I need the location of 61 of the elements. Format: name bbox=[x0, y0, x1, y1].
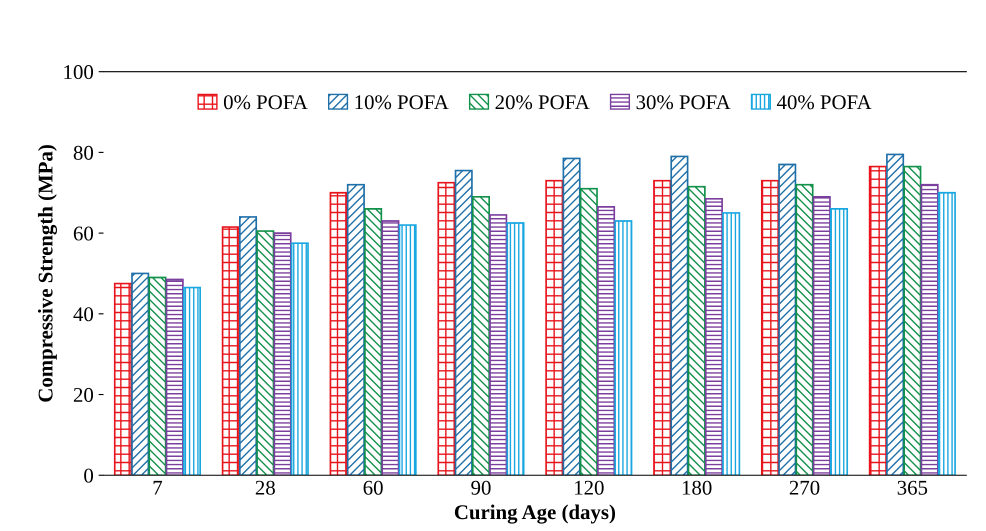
bar bbox=[330, 192, 348, 476]
y-tick-label: 60 bbox=[74, 226, 94, 241]
bar bbox=[489, 214, 508, 476]
bar bbox=[704, 198, 723, 476]
x-tick-label: 120 bbox=[575, 480, 604, 495]
bar bbox=[812, 196, 831, 476]
legend-label: 0% POFA bbox=[224, 95, 308, 110]
legend-label: 30% POFA bbox=[636, 95, 731, 110]
x-tick-label: 90 bbox=[471, 480, 491, 495]
bar bbox=[346, 184, 365, 476]
x-tick-label: 28 bbox=[256, 480, 275, 495]
bar bbox=[688, 186, 706, 476]
bar bbox=[580, 188, 598, 476]
bar bbox=[290, 242, 309, 476]
bar bbox=[274, 232, 292, 476]
x-tick-label: 365 bbox=[898, 480, 928, 495]
bar bbox=[903, 166, 922, 476]
bar bbox=[614, 220, 632, 476]
legend-label: 10% POFA bbox=[356, 95, 449, 110]
bar bbox=[437, 182, 456, 476]
bar bbox=[398, 224, 417, 476]
bar bbox=[868, 166, 887, 476]
bar bbox=[938, 192, 956, 476]
x-tick-label: 180 bbox=[682, 480, 712, 495]
legend-label: 20% POFA bbox=[496, 95, 590, 110]
x-axis-title: Curing Age (days) bbox=[454, 504, 616, 524]
bar bbox=[472, 196, 490, 476]
bar bbox=[795, 184, 814, 476]
bar bbox=[166, 278, 184, 476]
bar bbox=[256, 230, 274, 476]
bar bbox=[131, 272, 150, 476]
x-tick-label: 270 bbox=[790, 480, 820, 495]
bar bbox=[182, 286, 201, 476]
bar bbox=[114, 282, 132, 476]
bar bbox=[239, 216, 258, 476]
bar bbox=[830, 208, 848, 476]
x-tick-label: 7 bbox=[154, 480, 162, 495]
bar bbox=[670, 156, 688, 476]
bar bbox=[148, 276, 166, 476]
bar bbox=[760, 180, 780, 476]
bar bbox=[722, 212, 740, 476]
y-tick-label: 0 bbox=[84, 468, 94, 483]
bar bbox=[886, 154, 904, 476]
bar bbox=[222, 226, 240, 476]
bar bbox=[381, 220, 400, 476]
bar bbox=[454, 170, 473, 476]
bar bbox=[920, 184, 939, 476]
bar bbox=[364, 208, 382, 476]
legend-label: 40% POFA bbox=[776, 95, 872, 110]
y-tick-label: 20 bbox=[74, 388, 94, 402]
y-tick-label: 80 bbox=[74, 146, 94, 160]
bar bbox=[545, 180, 564, 476]
x-tick-label: 60 bbox=[364, 480, 383, 495]
y-axis-title: Compressive Strength (MPa) bbox=[38, 145, 57, 402]
bar bbox=[506, 222, 525, 476]
bar bbox=[653, 180, 672, 476]
y-tick-label: 100 bbox=[64, 65, 94, 80]
bar bbox=[778, 164, 796, 476]
bar bbox=[562, 158, 581, 476]
bar bbox=[597, 206, 616, 476]
y-tick-label: 40 bbox=[73, 307, 94, 322]
